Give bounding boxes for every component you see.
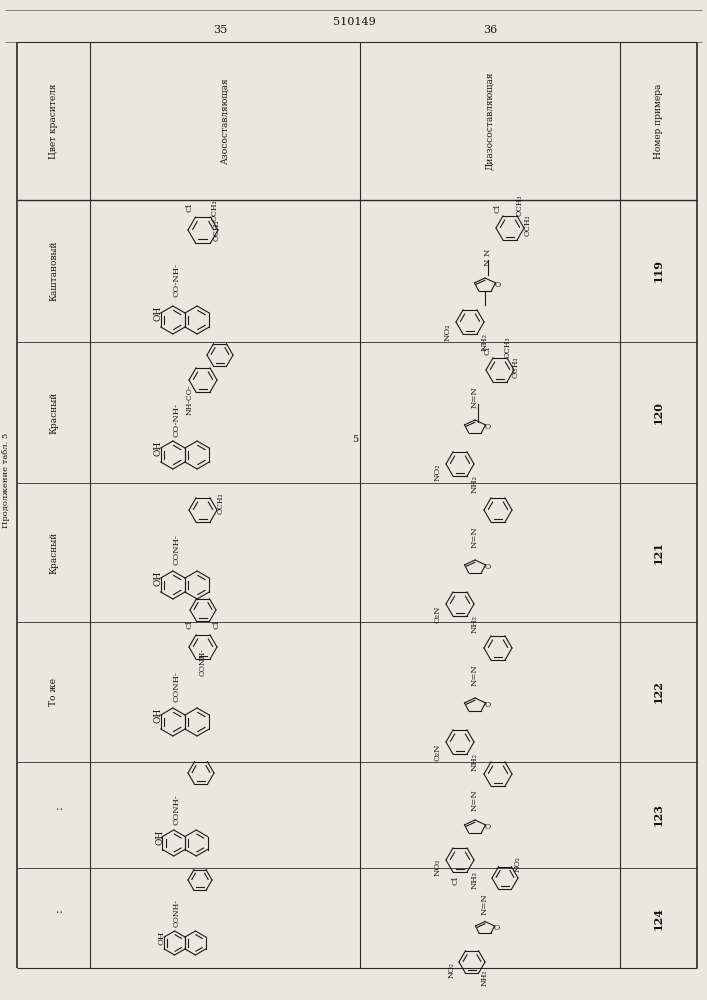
Text: 122: 122 [653,681,664,703]
Text: OCH₃: OCH₃ [504,336,512,358]
Text: O₂N: O₂N [434,605,442,623]
Text: O: O [485,423,491,431]
Text: OH: OH [153,440,163,456]
Text: То же: То же [49,678,58,706]
Text: CONH-: CONH- [173,899,181,927]
Text: 35: 35 [213,25,227,35]
Text: Cl: Cl [452,875,460,885]
Text: 121: 121 [653,541,664,564]
Text: NH₂: NH₂ [471,615,479,633]
Text: O₂N: O₂N [434,743,442,761]
Text: O: O [495,281,501,289]
Text: Cl: Cl [186,202,194,212]
Text: NH-CO-: NH-CO- [186,385,194,415]
Text: NH₂: NH₂ [471,475,479,493]
Text: O: O [485,823,491,831]
Text: Цвет красителя: Цвет красителя [49,83,58,159]
Text: OCH₃: OCH₃ [524,214,532,236]
Text: NH₂: NH₂ [471,753,479,771]
Text: NO₂: NO₂ [514,856,522,872]
Text: O: O [485,563,491,571]
Text: Cl: Cl [186,619,194,629]
Text: CONH-: CONH- [173,795,181,825]
Text: N: N [484,248,492,256]
Text: O: O [485,701,491,709]
Text: OCH₃: OCH₃ [213,219,221,241]
Text: :: : [54,908,64,912]
Text: OH: OH [153,305,163,321]
Text: Номер примера: Номер примера [654,83,663,159]
Text: CO-NH-: CO-NH- [173,403,181,437]
Text: O: O [494,924,500,932]
Text: NO₂: NO₂ [434,463,442,481]
Text: NO₂: NO₂ [448,962,456,978]
Text: Cl: Cl [213,619,221,629]
Text: 124: 124 [653,906,664,930]
Text: OCH₃: OCH₃ [516,194,524,216]
Text: N=N: N=N [471,789,479,811]
Text: Азосоставляющая: Азосоставляющая [221,78,230,164]
Text: Cl: Cl [494,203,502,213]
Text: Красный: Красный [49,531,58,574]
Text: OH: OH [156,829,165,845]
Text: Красный: Красный [49,391,58,434]
Text: OCH₃: OCH₃ [211,199,219,221]
Text: N=N: N=N [471,664,479,686]
Text: CO-NH-: CO-NH- [173,263,181,297]
Text: NH₂: NH₂ [481,970,489,986]
Text: Каштановый: Каштановый [49,241,58,301]
Text: CONH-: CONH- [173,672,181,702]
Text: NO₂: NO₂ [434,858,442,876]
Text: OCH₃: OCH₃ [512,356,520,378]
Text: :: : [54,805,64,809]
Text: NO₂: NO₂ [444,323,452,341]
Text: 119: 119 [653,259,664,282]
Text: NH₂: NH₂ [481,333,489,351]
Text: CONH-: CONH- [199,648,207,676]
Text: CONH-: CONH- [173,535,181,565]
Text: N: N [484,258,492,266]
Text: 36: 36 [483,25,497,35]
Text: OCH₃: OCH₃ [217,492,225,514]
Text: N=N: N=N [471,526,479,548]
Text: 120: 120 [653,401,664,424]
Text: Диазосоставляющая: Диазосоставляющая [486,72,494,170]
Text: 510149: 510149 [332,17,375,27]
Text: NH₂: NH₂ [471,871,479,889]
Text: N=N: N=N [471,386,479,408]
Text: Продолжение табл. 5: Продолжение табл. 5 [2,432,10,528]
Text: Cl: Cl [484,345,492,355]
Text: OH: OH [153,707,163,723]
Text: OH: OH [158,931,166,945]
Text: 5: 5 [352,436,358,444]
Text: N=N: N=N [481,893,489,915]
Text: 123: 123 [653,804,664,826]
Text: OH: OH [153,570,163,586]
